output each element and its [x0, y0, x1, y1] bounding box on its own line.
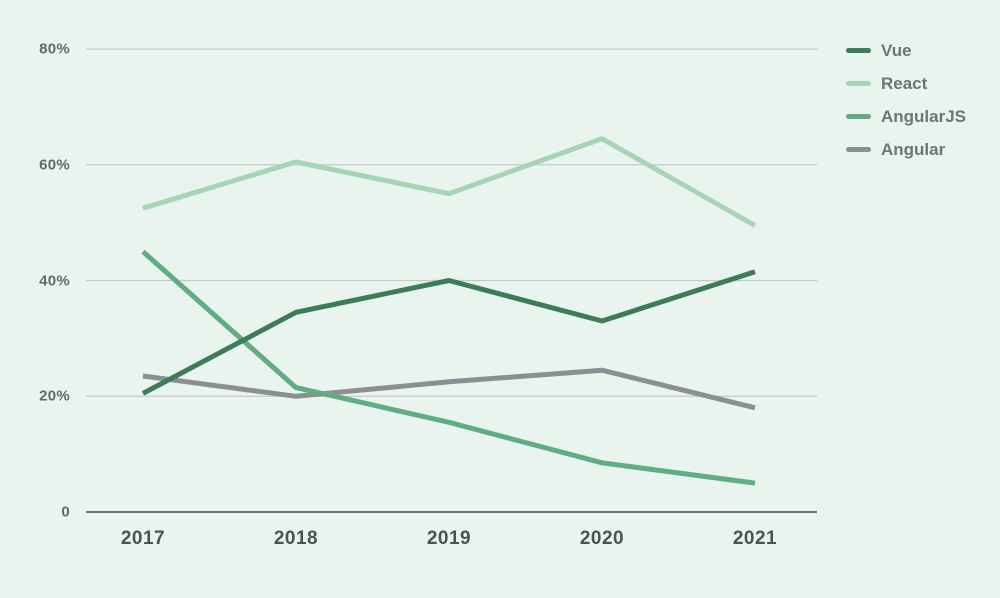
x-tick-label: 2018: [273, 528, 319, 549]
series-line-angular: [142, 367, 756, 411]
y-tick-label: 0: [61, 503, 70, 521]
y-tick-label: 40%: [39, 272, 70, 289]
legend-swatch-icon: [846, 48, 871, 53]
series-line-vue: [141, 269, 756, 396]
legend-label: AngularJS: [881, 106, 967, 126]
x-tick-label: 2020: [579, 528, 625, 549]
y-tick-label: 80%: [39, 40, 70, 58]
legend-item: React: [846, 73, 966, 94]
series-line-react: [142, 136, 757, 228]
legend-item: AngularJS: [846, 106, 966, 127]
y-tick-label: 60%: [39, 156, 70, 174]
legend-label: React: [881, 73, 928, 93]
legend-item: Vue: [846, 40, 966, 61]
legend: Vue React AngularJS Angular: [846, 40, 966, 172]
x-tick-label: 2021: [732, 528, 778, 549]
legend-swatch-icon: [846, 147, 871, 152]
legend-swatch-icon: [846, 114, 871, 119]
series-line-angularjs: [141, 249, 756, 486]
legend-label: Vue: [881, 40, 912, 60]
x-tick-label: 2017: [120, 528, 166, 549]
legend-swatch-icon: [846, 81, 871, 86]
x-tick-label: 2019: [426, 528, 472, 549]
legend-item: Angular: [846, 139, 966, 160]
legend-label: Angular: [881, 139, 946, 159]
y-tick-label: 20%: [39, 387, 70, 405]
